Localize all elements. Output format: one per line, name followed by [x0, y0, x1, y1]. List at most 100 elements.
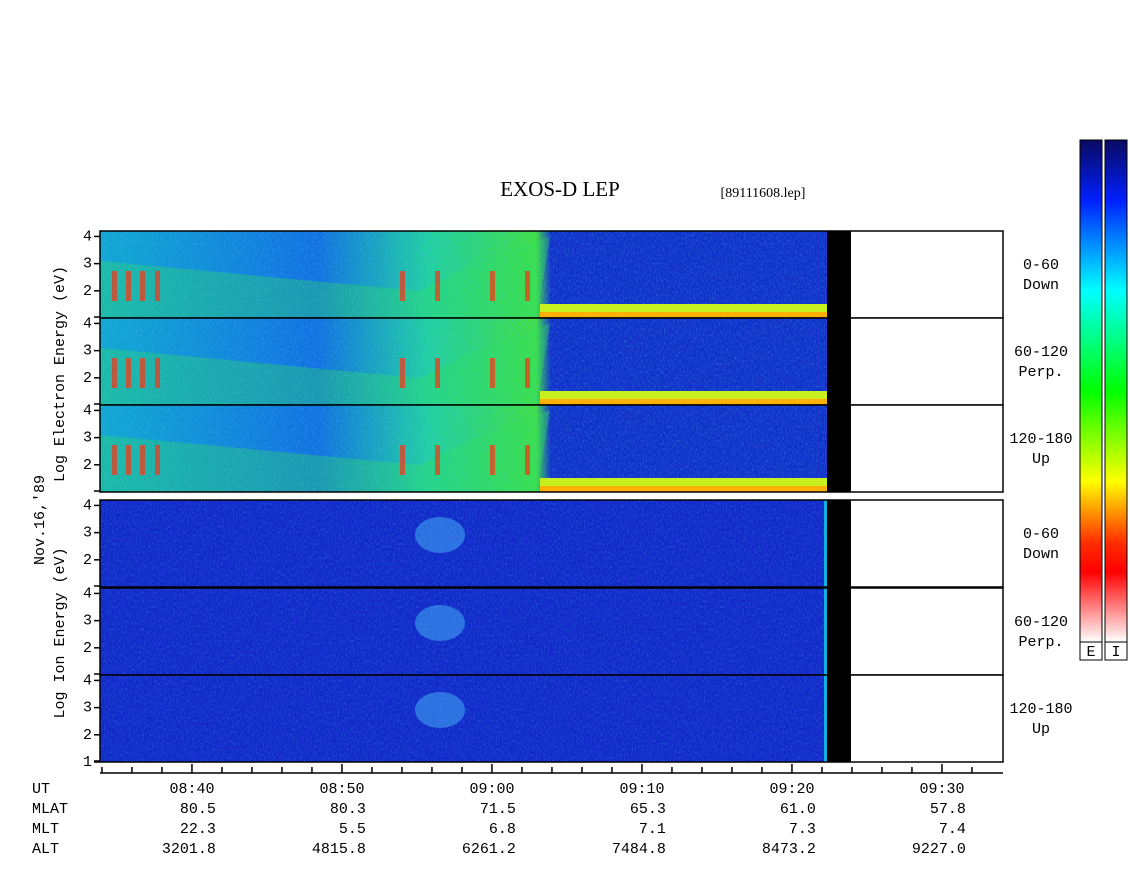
spectrogram-spot	[140, 445, 145, 475]
y-tick-label: 4	[83, 402, 92, 419]
colorbar	[1104, 139, 1128, 643]
row-value: 5.5	[339, 821, 366, 838]
y-tick-label: 3	[83, 343, 92, 360]
data-gap	[827, 318, 851, 405]
direction-label: Up	[1032, 721, 1050, 738]
spectrogram-spot	[400, 271, 405, 301]
row-value: 6.8	[489, 821, 516, 838]
spectrogram-spot	[400, 445, 405, 475]
angle-label: 120-180	[1009, 701, 1072, 718]
spectrogram-spot	[435, 271, 440, 301]
row-value: 80.5	[180, 801, 216, 818]
spectrogram-edge	[824, 588, 827, 675]
spectrogram-feature	[415, 605, 465, 641]
row-value: 7.4	[939, 821, 966, 838]
spectrogram-spot	[435, 445, 440, 475]
row-label: ALT	[32, 841, 59, 858]
spectrogram-band	[540, 478, 827, 486]
spectrogram-noise	[100, 231, 827, 318]
y-tick-label: 1	[83, 754, 92, 771]
x-tick-label: 09:20	[769, 781, 814, 798]
row-value: 65.3	[630, 801, 666, 818]
x-tick-label: 09:30	[919, 781, 964, 798]
spectrogram-spot	[140, 271, 145, 301]
y-tick-label: 2	[83, 457, 92, 474]
date-label: Nov.16,'89	[32, 475, 49, 565]
spectrogram-noise	[100, 500, 827, 587]
title: EXOS-D LEP	[500, 177, 620, 201]
data-gap	[827, 500, 851, 587]
spectrogram-noise	[100, 318, 827, 405]
panel-frame	[99, 674, 1004, 763]
data-gap	[827, 588, 851, 675]
spectrogram-spot	[490, 358, 495, 388]
spectrogram-band	[540, 304, 827, 312]
spectrogram-spot	[140, 358, 145, 388]
spectrogram-spot	[155, 445, 160, 475]
y-tick-label: 4	[83, 228, 92, 245]
row-value: 22.3	[180, 821, 216, 838]
row-value: 3201.8	[162, 841, 216, 858]
row-value: 7.3	[789, 821, 816, 838]
y-tick-label: 4	[83, 497, 92, 514]
y-tick-label: 3	[83, 613, 92, 630]
y-tick-label: 2	[83, 640, 92, 657]
y-tick-label: 3	[83, 525, 92, 542]
spectrogram-spot	[490, 271, 495, 301]
spectrogram-spot	[112, 445, 117, 475]
row-value: 7484.8	[612, 841, 666, 858]
row-label: MLAT	[32, 801, 68, 818]
direction-label: Down	[1023, 277, 1059, 294]
spectrogram-band	[540, 312, 827, 318]
spectrogram-noise	[100, 405, 827, 492]
spectrogram-feature	[415, 517, 465, 553]
data-gap	[827, 231, 851, 318]
angle-label: 60-120	[1014, 614, 1068, 631]
y-tick-label: 2	[83, 370, 92, 387]
spectrogram-spot	[155, 358, 160, 388]
spectrogram-band	[540, 486, 827, 492]
spectrogram-spot	[525, 358, 530, 388]
direction-label: Perp.	[1018, 634, 1063, 651]
x-tick-label: 09:00	[469, 781, 514, 798]
y-tick-label: 2	[83, 727, 92, 744]
row-value: 9227.0	[912, 841, 966, 858]
colorbar-label: I	[1111, 644, 1120, 661]
y-tick-label: 3	[83, 430, 92, 447]
spectrogram-spot	[112, 271, 117, 301]
row-value: 61.0	[780, 801, 816, 818]
y-tick-label: 3	[83, 700, 92, 717]
spectrogram-noise	[100, 588, 827, 675]
spectrogram-spot	[400, 358, 405, 388]
spectrogram-band	[540, 391, 827, 399]
direction-label: Perp.	[1018, 364, 1063, 381]
ion-axis-label: Log Ion Energy (eV)	[52, 547, 69, 718]
spectrogram-feature	[415, 692, 465, 728]
spectrogram-noise	[100, 675, 827, 762]
row-value: 71.5	[480, 801, 516, 818]
spectrogram-spot	[525, 271, 530, 301]
y-tick-label: 3	[83, 256, 92, 273]
x-tick-label: 08:50	[319, 781, 364, 798]
angle-label: 0-60	[1023, 257, 1059, 274]
data-gap	[827, 405, 851, 492]
row-value: 4815.8	[312, 841, 366, 858]
row-value: 6261.2	[462, 841, 516, 858]
row-value: 7.1	[639, 821, 666, 838]
row-value: 80.3	[330, 801, 366, 818]
file-name: [89111608.lep]	[721, 186, 806, 201]
panel-frame	[99, 499, 1004, 588]
electron-axis-label: Log Electron Energy (eV)	[52, 266, 69, 482]
row-value: 57.8	[930, 801, 966, 818]
colorbar	[1079, 139, 1103, 643]
x-tick-label: 09:10	[619, 781, 664, 798]
colorbar-box	[1104, 641, 1128, 661]
y-tick-label: 4	[83, 585, 92, 602]
data-gap	[827, 675, 851, 762]
x-tick-label: 08:40	[169, 781, 214, 798]
spectrogram-spot	[112, 358, 117, 388]
direction-label: Up	[1032, 451, 1050, 468]
spectrogram-edge	[824, 500, 827, 587]
spectrogram-spot	[435, 358, 440, 388]
y-tick-label: 2	[83, 283, 92, 300]
